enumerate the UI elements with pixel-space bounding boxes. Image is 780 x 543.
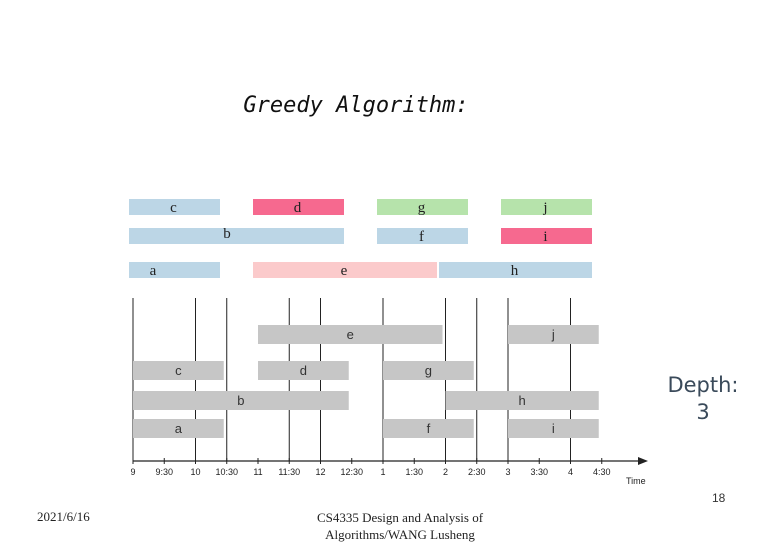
depth-label: Depth: [667,373,739,397]
timeline-bar-i [508,419,599,438]
timeline-bar-d [258,361,349,380]
interval-b [129,228,344,244]
tick-label: 1 [380,467,385,477]
timeline-bar-e [258,325,443,344]
tick-label: 9:30 [155,467,173,477]
timeline-bar-f [383,419,474,438]
timeline-bar-h [445,391,599,410]
footer-course-line1: CS4335 Design and Analysis of [316,510,484,525]
interval-label-c: c [170,200,177,216]
interval-label-b: b [223,226,231,242]
tick-label: 3 [505,467,510,477]
tick-label: 1:30 [405,467,423,477]
tick-label: 9 [130,467,135,477]
tick-label: 12:30 [340,467,363,477]
footer-date: 2021/6/16 [37,509,90,524]
interval-h [439,262,592,278]
interval-label-i: i [543,229,547,245]
timeline-label-a: a [175,421,183,436]
tick-label: 4 [568,467,573,477]
tick-label: 10 [190,467,200,477]
timeline-label-j: j [551,327,555,342]
interval-e [253,262,437,278]
interval-i [501,228,592,244]
timeline-label-f: f [427,421,431,436]
interval-a [129,262,220,278]
timeline-bar-j [508,325,599,344]
timeline-label-d: d [300,363,307,378]
depth-indicator: Depth: 3 [658,372,748,426]
footer-course: CS4335 Design and Analysis of Algorithms… [290,509,510,543]
tick-label: 3:30 [530,467,548,477]
interval-label-h: h [511,263,519,279]
interval-label-g: g [418,200,426,216]
interval-c [129,199,220,215]
interval-label-e: e [341,263,348,279]
tick-label: 4:30 [593,467,611,477]
timeline-label-i: i [552,421,555,436]
interval-f [377,228,468,244]
footer-course-line2: Algorithms/WANG Lusheng [325,527,475,542]
axis-arrow-icon [638,457,648,465]
axis-label: Time [626,476,646,486]
timeline-label-g: g [425,363,432,378]
interval-g [377,199,468,215]
slide-number: 18 [712,491,726,505]
timeline-label-c: c [175,363,182,378]
slide-title: Greedy Algorithm: [243,93,469,118]
timeline-bar-b [133,391,349,410]
interval-j [501,199,592,215]
tick-label: 11:30 [278,467,300,477]
interval-label-d: d [294,200,302,216]
interval-label-f: f [419,229,424,245]
interval-label-j: j [542,200,547,216]
timeline-label-e: e [347,327,354,342]
timeline-label-h: h [519,393,526,408]
tick-label: 12 [315,467,325,477]
interval-d [253,199,344,215]
timeline-label-b: b [237,393,244,408]
tick-label: 10:30 [215,467,238,477]
interval-label-a: a [150,263,157,279]
tick-label: 2 [443,467,448,477]
timeline-bar-a [133,419,224,438]
timeline-bar-g [383,361,474,380]
top-intervals-diagram: c d g j b f i a e h [129,199,592,279]
tick-label: 2:30 [468,467,486,477]
depth-value: 3 [696,400,710,424]
tick-label: 11 [253,467,262,477]
timeline-bar-c [133,361,224,380]
